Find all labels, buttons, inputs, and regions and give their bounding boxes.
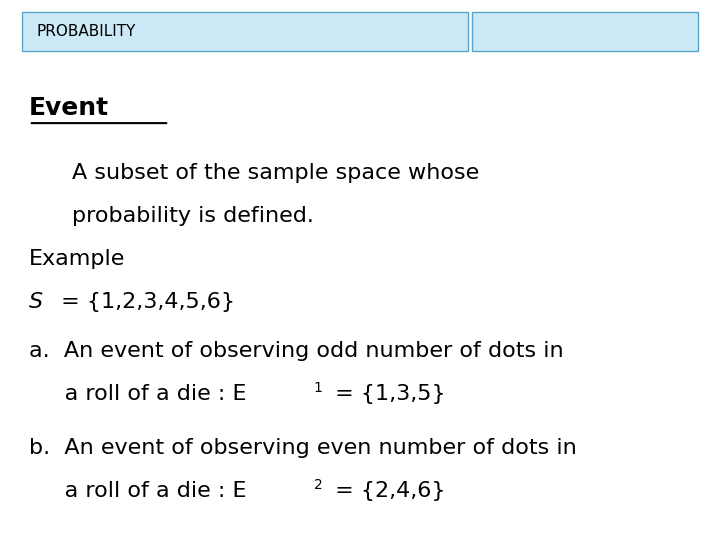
- Text: S: S: [29, 292, 43, 313]
- Text: = {2,4,6}: = {2,4,6}: [328, 481, 445, 502]
- Text: b.  An event of observing even number of dots in: b. An event of observing even number of …: [29, 438, 577, 458]
- Text: a.  An event of observing odd number of dots in: a. An event of observing odd number of d…: [29, 341, 564, 361]
- Text: PROBABILITY: PROBABILITY: [36, 24, 135, 39]
- FancyBboxPatch shape: [22, 12, 468, 51]
- Text: Event: Event: [29, 96, 109, 120]
- Text: 1: 1: [314, 381, 323, 395]
- Text: probability is defined.: probability is defined.: [72, 206, 314, 226]
- Text: = {1,2,3,4,5,6}: = {1,2,3,4,5,6}: [54, 292, 235, 313]
- Text: Example: Example: [29, 249, 125, 269]
- Text: A subset of the sample space whose: A subset of the sample space whose: [72, 163, 480, 183]
- Text: a roll of a die : E: a roll of a die : E: [29, 384, 246, 404]
- Text: a roll of a die : E: a roll of a die : E: [29, 481, 246, 502]
- Text: = {1,3,5}: = {1,3,5}: [328, 384, 445, 404]
- Text: 2: 2: [314, 478, 323, 492]
- FancyBboxPatch shape: [472, 12, 698, 51]
